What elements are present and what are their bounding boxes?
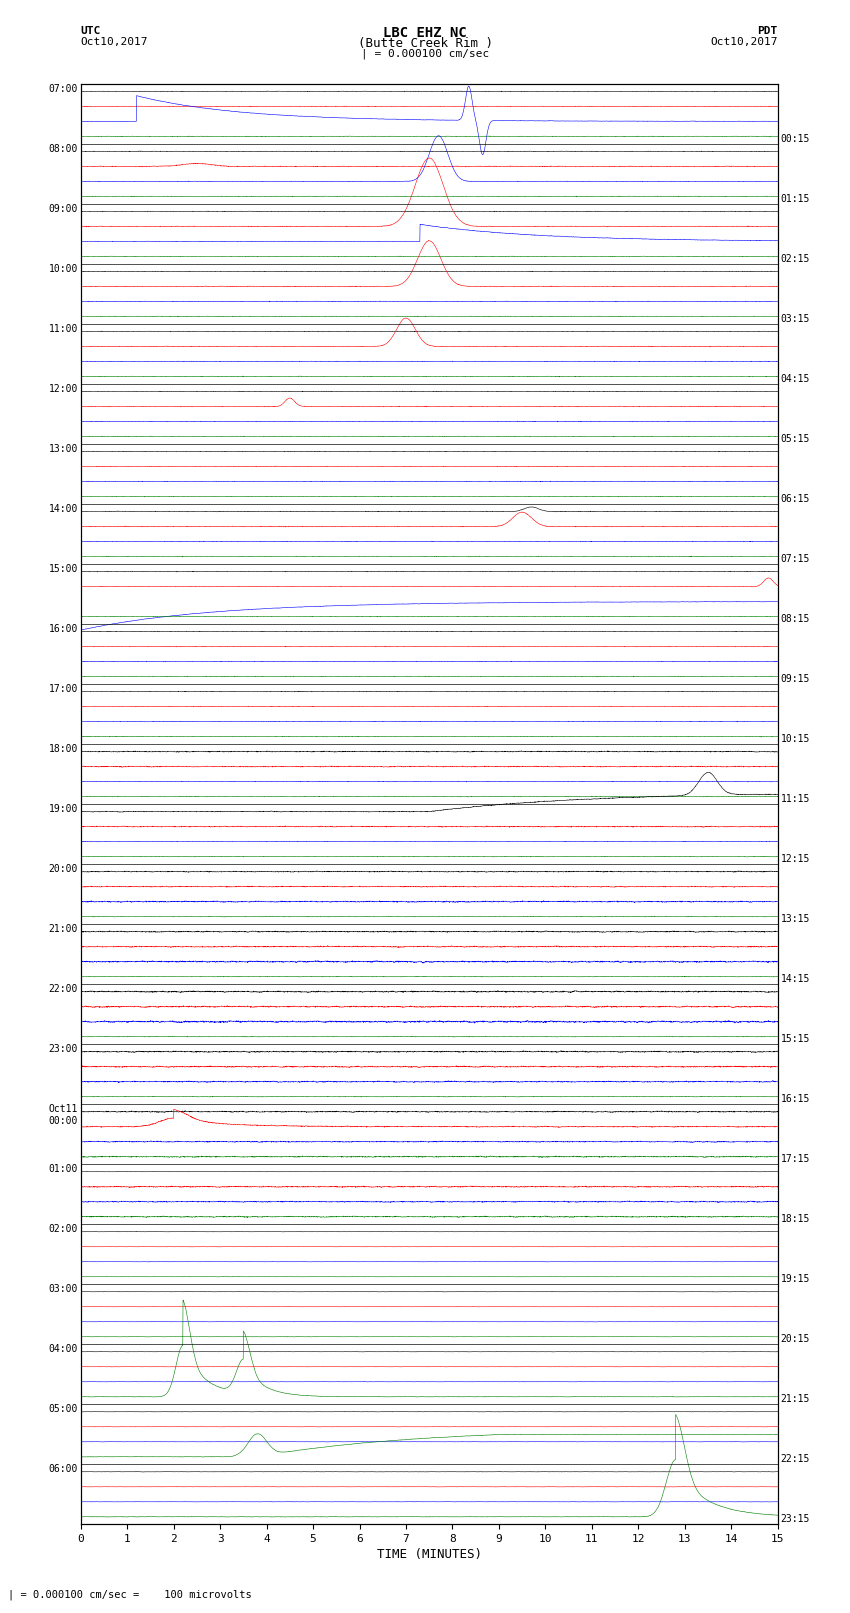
Text: (Butte Creek Rim ): (Butte Creek Rim ) bbox=[358, 37, 492, 50]
X-axis label: TIME (MINUTES): TIME (MINUTES) bbox=[377, 1548, 482, 1561]
Text: LBC EHZ NC: LBC EHZ NC bbox=[383, 26, 467, 40]
Text: UTC: UTC bbox=[81, 26, 101, 35]
Text: PDT: PDT bbox=[757, 26, 778, 35]
Text: Oct10,2017: Oct10,2017 bbox=[711, 37, 778, 47]
Text: | = 0.000100 cm/sec: | = 0.000100 cm/sec bbox=[361, 48, 489, 60]
Text: | = 0.000100 cm/sec =    100 microvolts: | = 0.000100 cm/sec = 100 microvolts bbox=[8, 1589, 252, 1600]
Text: Oct10,2017: Oct10,2017 bbox=[81, 37, 148, 47]
